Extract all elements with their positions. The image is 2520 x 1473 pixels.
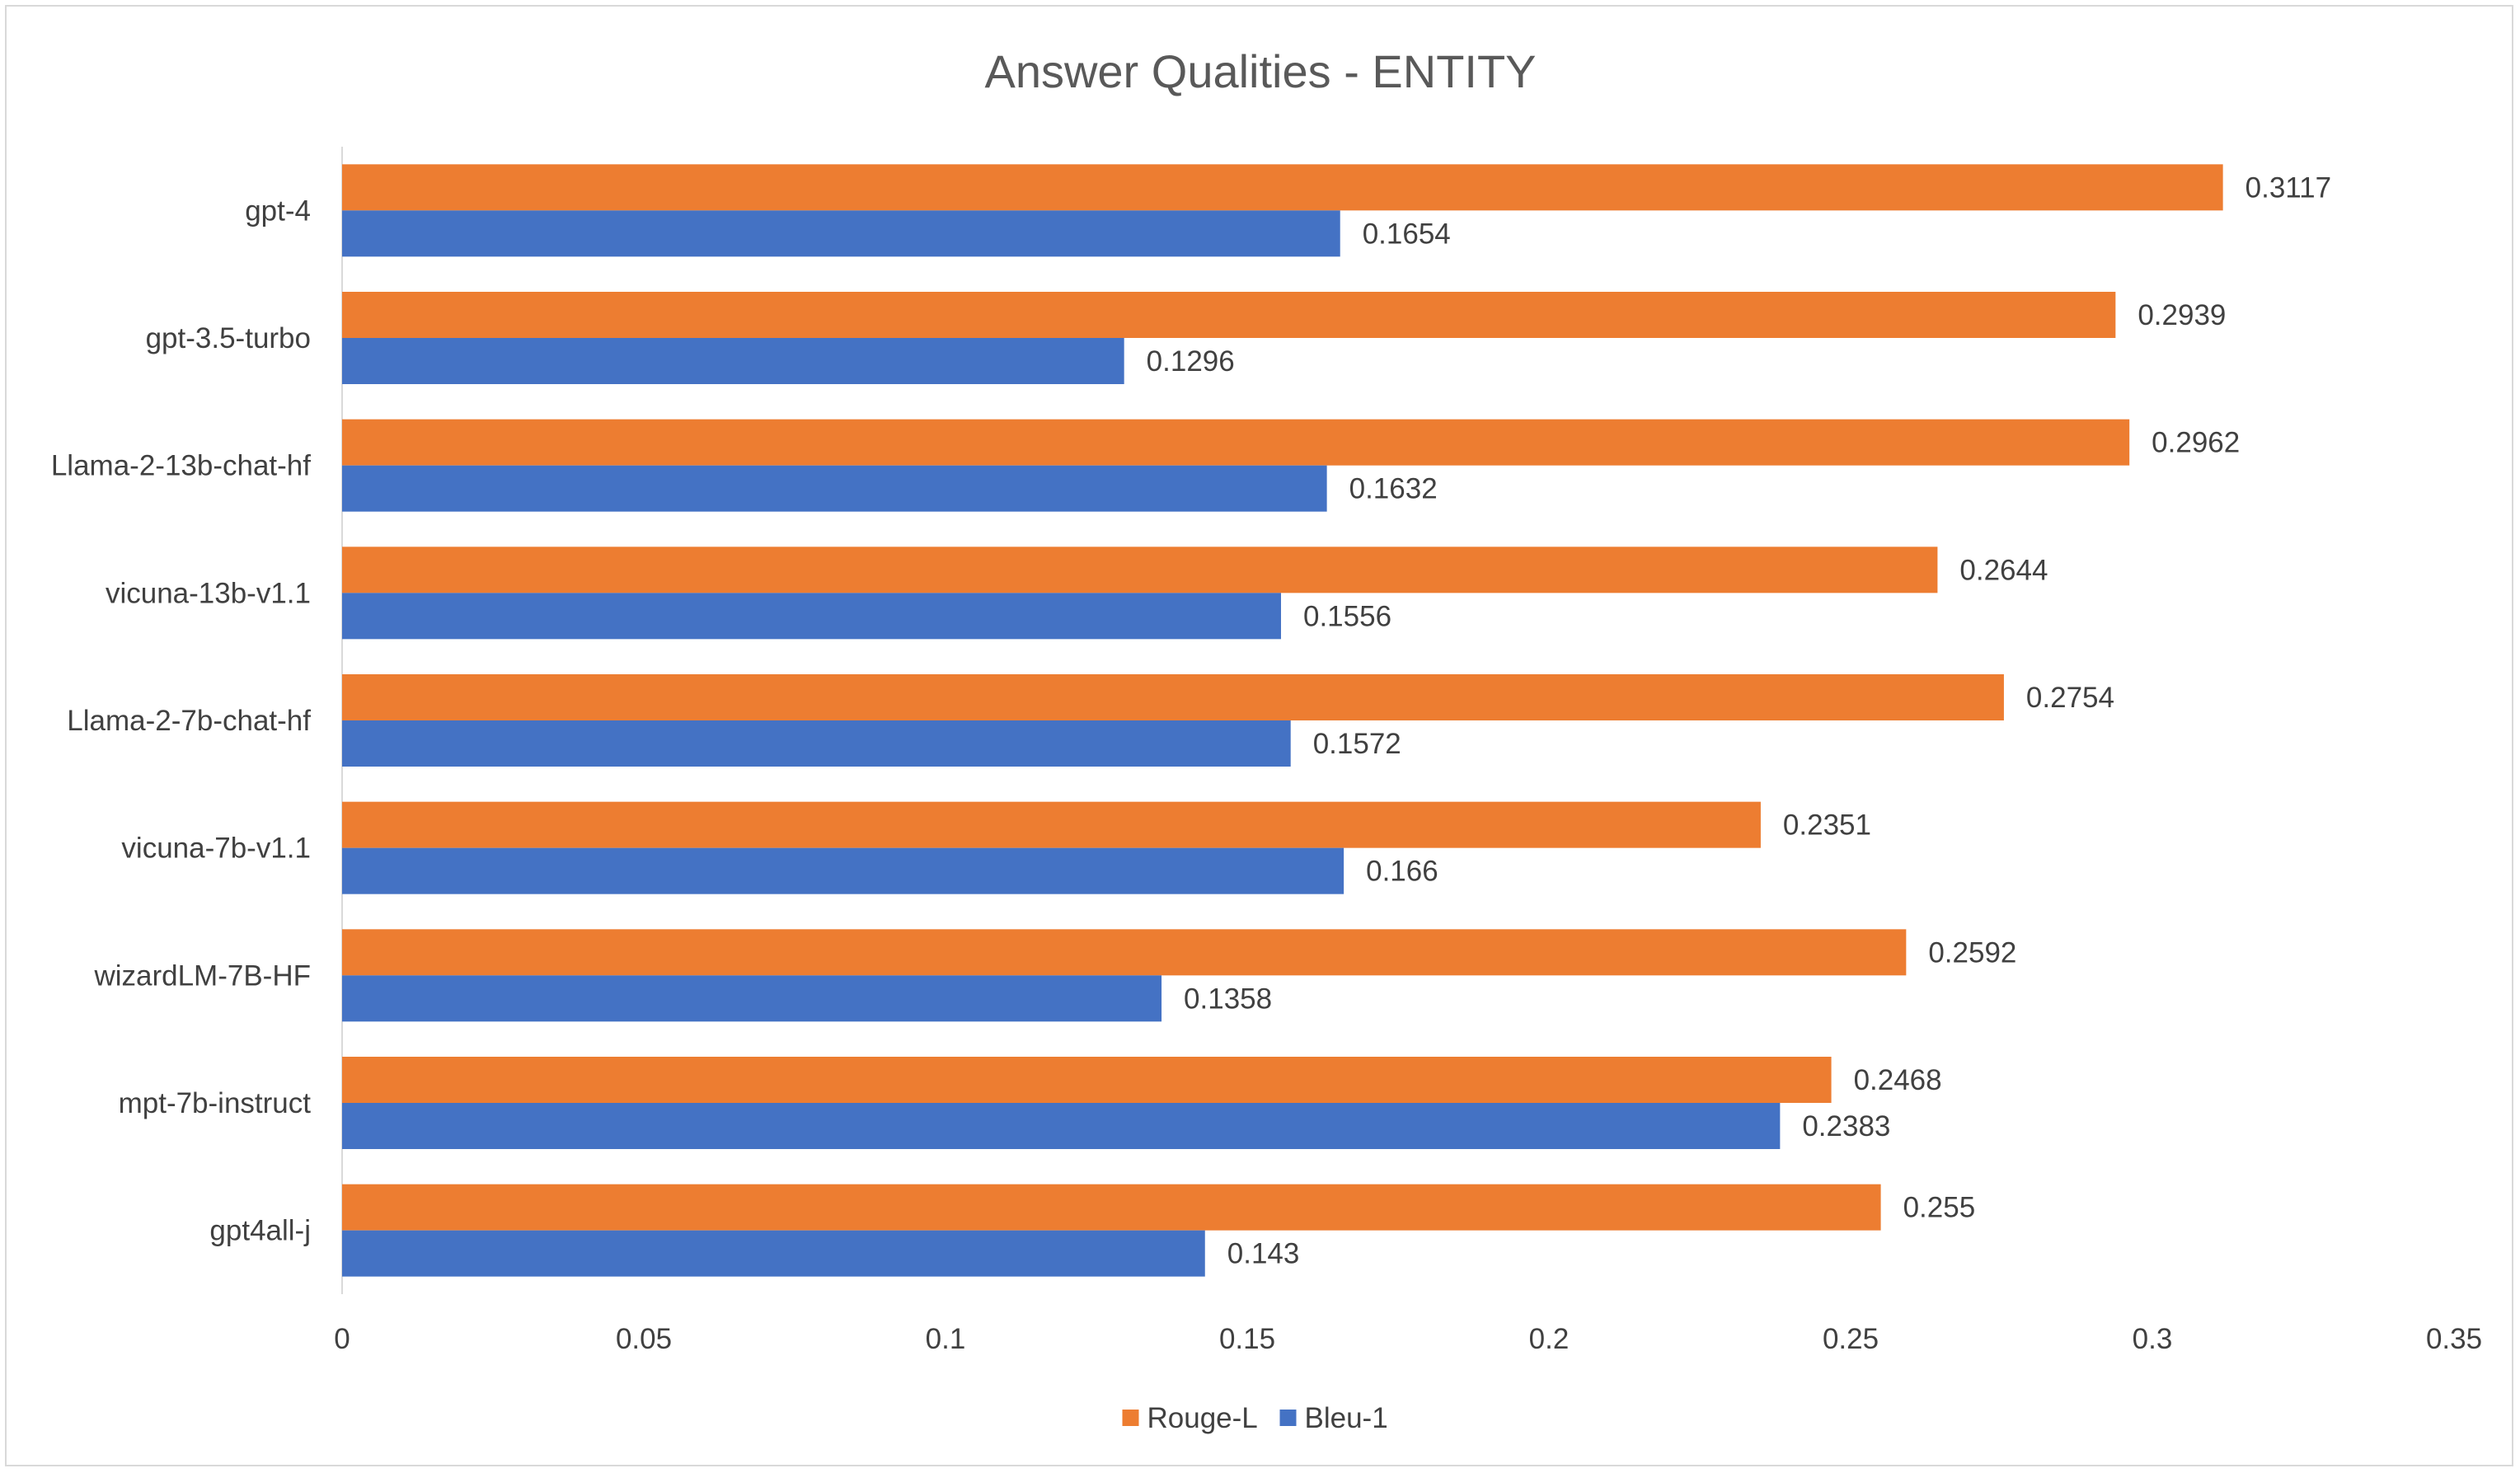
bar-rouge-l xyxy=(342,547,1938,593)
bar-bleu-1 xyxy=(342,1103,1781,1149)
data-label: 0.1654 xyxy=(1363,218,1451,250)
legend-label: Rouge-L xyxy=(1147,1402,1258,1434)
bar-bleu-1 xyxy=(342,975,1162,1022)
bar-chart: Answer Qualities - ENTITY gpt-4 0.3117 0.1… xyxy=(51,45,2482,1434)
category-label: gpt-4 xyxy=(245,195,311,227)
data-label: 0.2468 xyxy=(1854,1064,1942,1096)
x-tick-label: 0.35 xyxy=(2426,1323,2482,1355)
bar-bleu-1 xyxy=(342,210,1340,257)
legend: Rouge-L Bleu-1 xyxy=(1122,1402,1388,1434)
bar-rouge-l xyxy=(342,801,1761,848)
x-tick-label: 0.15 xyxy=(1219,1323,1275,1355)
bar-bleu-1 xyxy=(342,465,1327,512)
bar-rouge-l xyxy=(342,1184,1881,1231)
data-label: 0.3117 xyxy=(2245,171,2331,204)
data-label: 0.2644 xyxy=(1959,554,2048,586)
x-tick-label: 0.2 xyxy=(1529,1323,1570,1355)
category-label: gpt-3.5-turbo xyxy=(146,322,311,354)
data-label: 0.143 xyxy=(1227,1238,1300,1270)
bar-rouge-l xyxy=(342,929,1907,976)
legend-label: Bleu-1 xyxy=(1305,1402,1388,1434)
bar-rouge-l xyxy=(342,292,2116,338)
chart-title: Answer Qualities - ENTITY xyxy=(984,45,1536,97)
x-tick-label: 0.3 xyxy=(2133,1323,2173,1355)
data-label: 0.1358 xyxy=(1184,983,1272,1015)
data-label: 0.1296 xyxy=(1147,345,1235,378)
data-label: 0.1572 xyxy=(1313,728,1401,760)
category-label: vicuna-7b-v1.1 xyxy=(121,833,311,865)
x-tick-label: 0.05 xyxy=(616,1323,672,1355)
chart-frame: Answer Qualities - ENTITY gpt-4 0.3117 0.1… xyxy=(5,5,2513,1466)
legend-swatch xyxy=(1122,1410,1139,1426)
bar-bleu-1 xyxy=(342,720,1291,767)
x-tick-label: 0.25 xyxy=(1823,1323,1879,1355)
category-label: Llama-2-13b-chat-hf xyxy=(51,450,311,482)
data-label: 0.2939 xyxy=(2138,299,2226,331)
x-tick-label: 0.1 xyxy=(926,1323,966,1355)
data-label: 0.2962 xyxy=(2152,427,2240,459)
bar-rouge-l xyxy=(342,1057,1832,1103)
bar-bleu-1 xyxy=(342,593,1281,640)
data-label: 0.2351 xyxy=(1783,809,1871,842)
category-label: gpt4all-j xyxy=(209,1215,311,1247)
legend-swatch xyxy=(1279,1410,1297,1426)
category-label: vicuna-13b-v1.1 xyxy=(106,577,311,609)
category-label: Llama-2-7b-chat-hf xyxy=(67,705,311,737)
bar-rouge-l xyxy=(342,164,2223,211)
bar-bleu-1 xyxy=(342,338,1124,384)
data-label: 0.2383 xyxy=(1802,1110,1890,1142)
x-tick-label: 0 xyxy=(334,1323,350,1355)
plot-area: gpt-4 0.3117 0.1654 gpt-3.5-turbo 0.2939 0.12… xyxy=(51,147,2482,1355)
data-label: 0.1632 xyxy=(1349,473,1438,505)
data-label: 0.255 xyxy=(1903,1192,1976,1224)
bar-bleu-1 xyxy=(342,847,1344,894)
bar-bleu-1 xyxy=(342,1230,1205,1277)
bar-rouge-l xyxy=(342,674,2004,720)
bar-rouge-l xyxy=(342,419,2130,466)
data-label: 0.1556 xyxy=(1303,600,1391,632)
data-label: 0.2754 xyxy=(2026,682,2114,714)
category-label: mpt-7b-instruct xyxy=(119,1087,312,1119)
category-label: wizardLM-7B-HF xyxy=(93,959,311,992)
data-label: 0.166 xyxy=(1366,856,1438,888)
data-label: 0.2592 xyxy=(1928,936,2016,969)
